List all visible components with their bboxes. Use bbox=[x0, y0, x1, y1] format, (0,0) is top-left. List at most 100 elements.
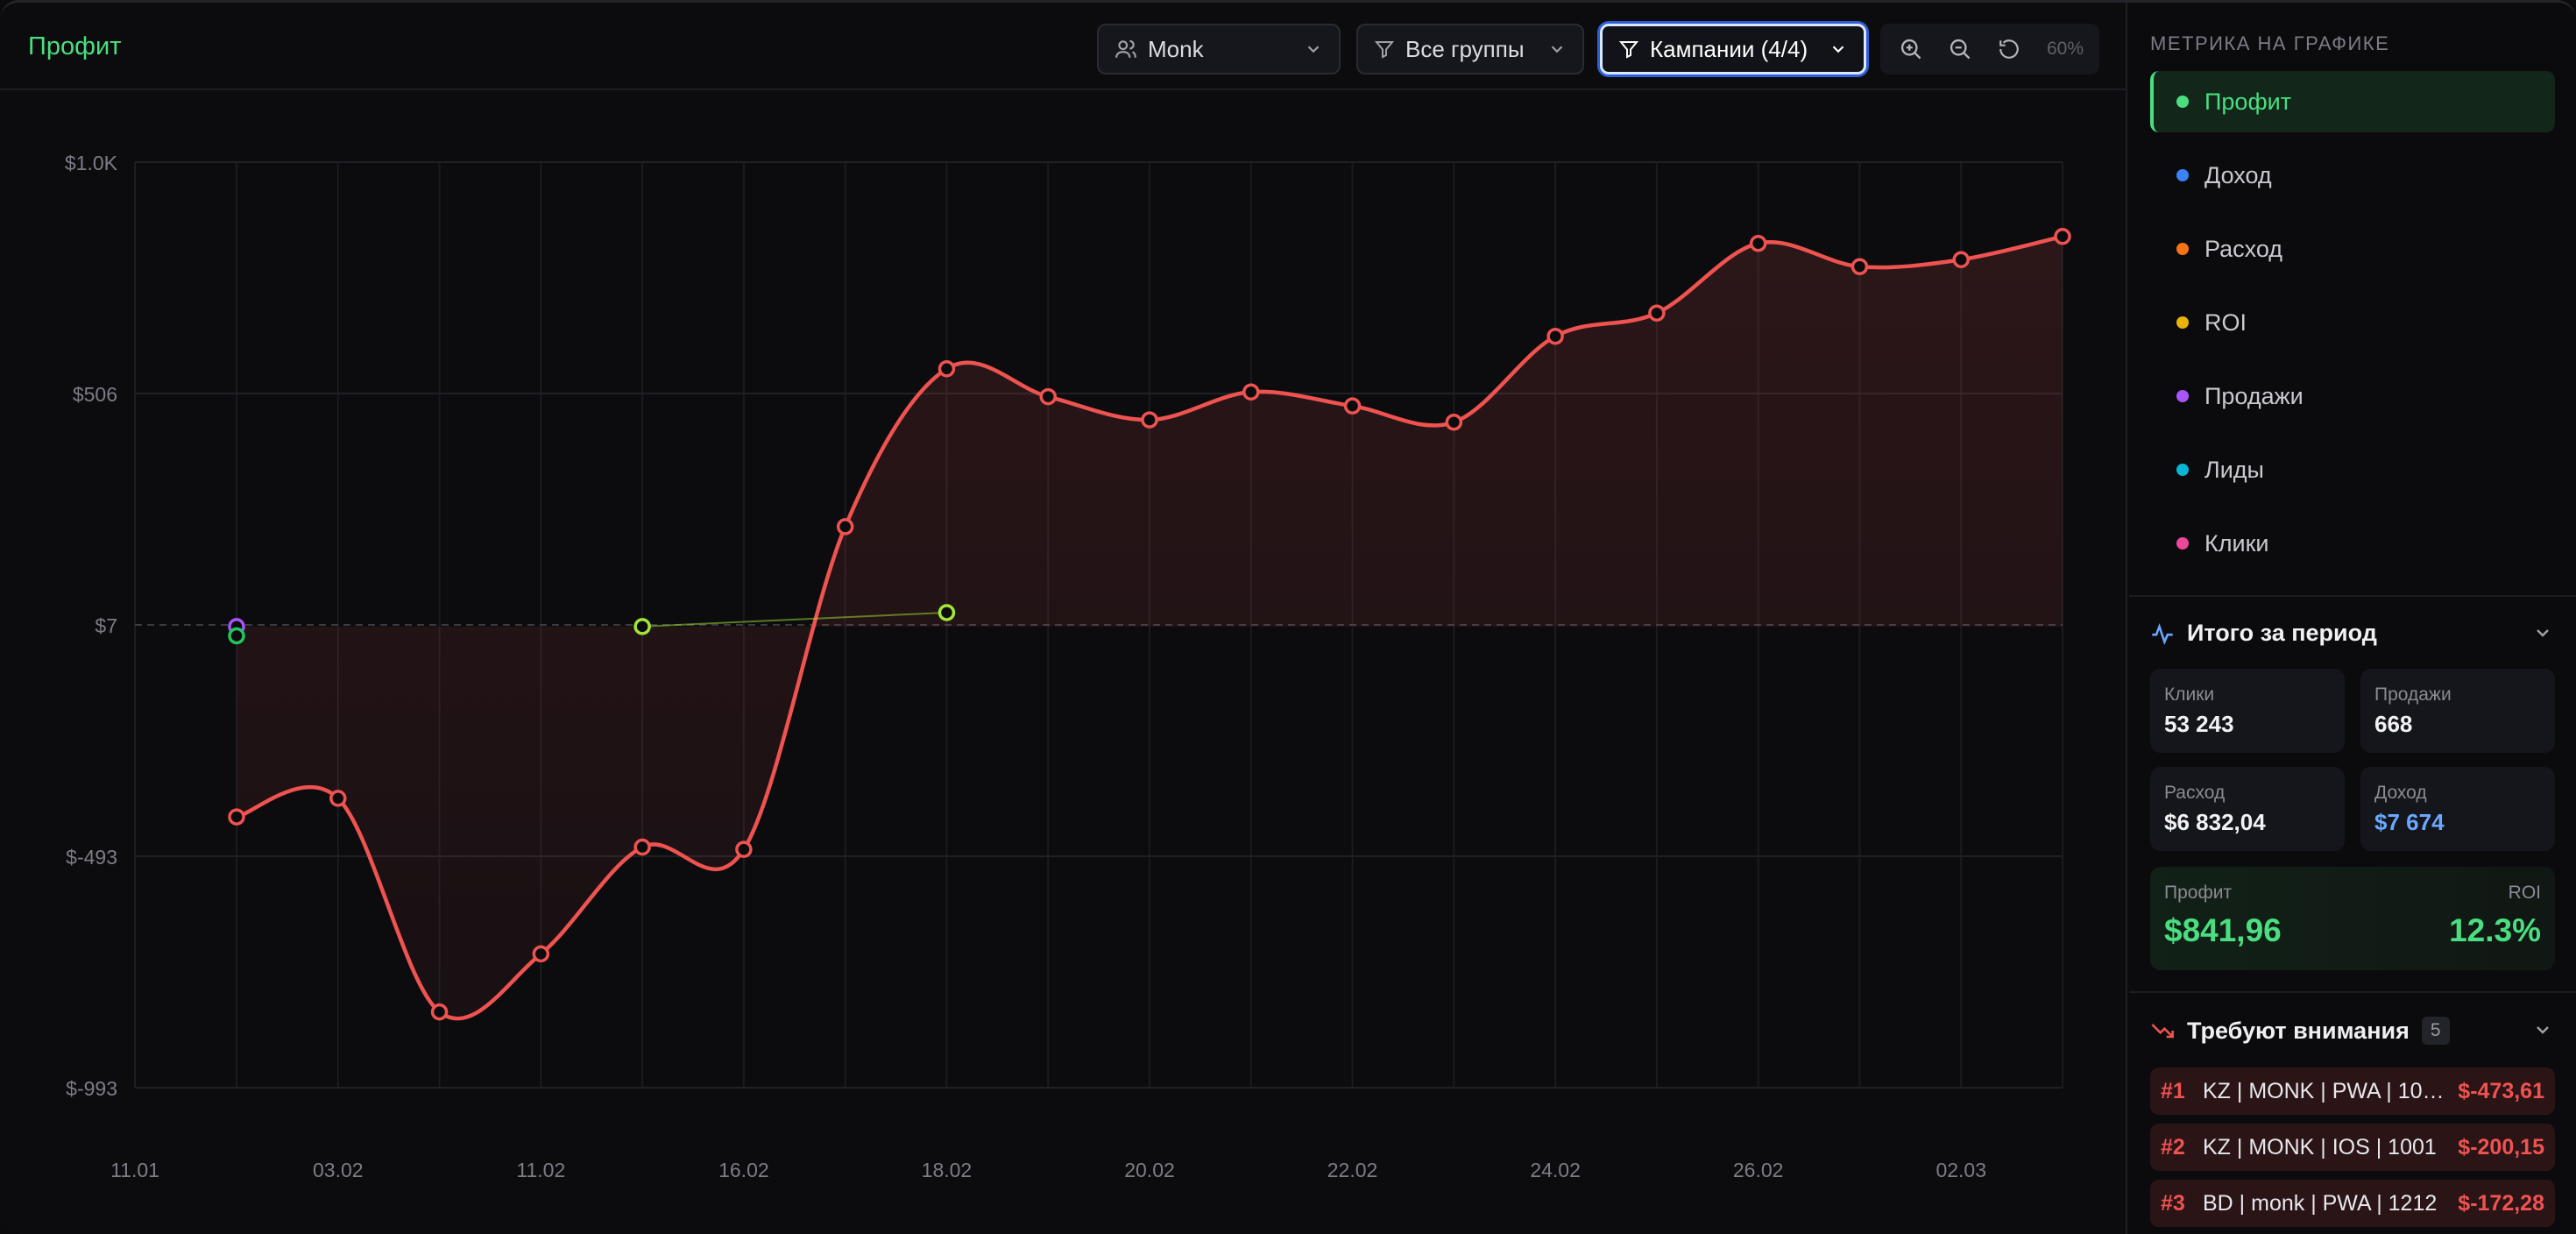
sales-stat: Продажи 668 bbox=[2360, 669, 2555, 753]
data-point bbox=[1445, 413, 1463, 431]
divider bbox=[2129, 991, 2576, 993]
metric-item[interactable]: Доход bbox=[2150, 145, 2555, 206]
metric-label: Доход bbox=[2204, 161, 2272, 188]
stat-value: 668 bbox=[2374, 711, 2413, 737]
metric-item[interactable]: Лиды bbox=[2150, 439, 2555, 500]
chevron-down-icon bbox=[1832, 46, 1844, 53]
metric-item[interactable]: ROI bbox=[2150, 292, 2555, 353]
metric-item[interactable]: Профит bbox=[2150, 71, 2555, 132]
chevron-down-icon bbox=[1307, 46, 1320, 53]
stat-value: $6 832,04 bbox=[2164, 809, 2266, 835]
sidebar: МЕТРИКА НА ГРАФИКЕ Профит Доход Расход ROI П… bbox=[2129, 3, 2576, 1234]
reset-zoom-button[interactable] bbox=[1991, 31, 2028, 67]
zoom-in-icon bbox=[1900, 39, 1921, 60]
totals-header[interactable]: Итого за период bbox=[2150, 620, 2377, 647]
data-point bbox=[1242, 383, 1260, 401]
data-point bbox=[1039, 387, 1057, 406]
group-filter-dropdown[interactable]: Все группы bbox=[1356, 24, 1584, 74]
attention-rank: #2 bbox=[2161, 1134, 2185, 1160]
divider bbox=[2129, 595, 2576, 597]
stat-label: Клики bbox=[2164, 684, 2215, 705]
x-tick-label: 22.02 bbox=[1327, 1159, 1378, 1181]
data-point bbox=[1546, 327, 1564, 345]
campaign-filter-label: Кампании (4/4) bbox=[1650, 35, 1808, 62]
attention-campaign-name: KZ | MONK | IOS | 1001 bbox=[2203, 1134, 2437, 1160]
x-tick-label: 26.02 bbox=[1733, 1159, 1784, 1181]
data-point bbox=[2054, 228, 2071, 245]
stat-label: Продажи bbox=[2374, 684, 2452, 705]
metric-color-dot bbox=[2176, 316, 2189, 329]
metric-color-dot bbox=[2176, 390, 2189, 402]
x-tick-label: 11.02 bbox=[516, 1159, 565, 1181]
attention-value: $-172,28 bbox=[2458, 1190, 2544, 1216]
stat-label: Доход bbox=[2374, 783, 2427, 803]
attention-campaign-name: BD | monk | PWA | 1212 bbox=[2203, 1190, 2438, 1216]
attention-item[interactable]: #1 KZ | MONK | PWA | 10… $-473,61 bbox=[2150, 1067, 2555, 1115]
metric-item[interactable]: Расход bbox=[2150, 218, 2555, 280]
x-tick-label: 03.02 bbox=[313, 1159, 364, 1181]
chevron-down-icon[interactable] bbox=[2532, 1019, 2553, 1040]
data-point bbox=[836, 518, 854, 535]
attention-item[interactable]: #2 KZ | MONK | IOS | 1001 $-200,15 bbox=[2150, 1124, 2555, 1171]
roi-label: ROI bbox=[2508, 883, 2541, 903]
attention-header[interactable]: Требуют внимания 5 bbox=[2150, 1017, 2450, 1045]
user-filter-dropdown[interactable]: Monk bbox=[1097, 24, 1341, 74]
revenue-stat: Доход $7 674 bbox=[2360, 767, 2555, 851]
attention-campaign-name: KZ | MONK | PWA | 10… bbox=[2203, 1078, 2445, 1103]
filter-icon bbox=[1374, 41, 1395, 59]
zoom-out-button[interactable] bbox=[1942, 31, 1978, 67]
chart-toolbar: Профит Monk Все группы Кампании (4/4) bbox=[0, 3, 2127, 90]
y-tick-label: $1.0K bbox=[65, 152, 118, 174]
attention-count-badge: 5 bbox=[2421, 1017, 2450, 1045]
profit-line-chart[interactable]: $1.0K $506 $7 $-493 $-993 11.01 03.02 11.02 16.0… bbox=[0, 92, 2127, 1234]
profit-area-fill bbox=[237, 236, 2063, 1019]
attention-value: $-200,15 bbox=[2458, 1134, 2544, 1160]
cost-stat: Расход $6 832,04 bbox=[2150, 767, 2345, 851]
metric-item[interactable]: Клики bbox=[2150, 513, 2555, 574]
metric-list: Профит Доход Расход ROI Продажи Лиды Клики bbox=[2150, 71, 2555, 586]
data-point bbox=[228, 627, 245, 645]
campaign-filter-dropdown[interactable]: Кампании (4/4) bbox=[1600, 24, 1866, 74]
data-point bbox=[532, 945, 550, 963]
metric-color-dot bbox=[2176, 96, 2189, 108]
zoom-out-icon bbox=[1950, 39, 1971, 60]
zoom-in-button[interactable] bbox=[1893, 31, 1929, 67]
x-tick-label: 16.02 bbox=[718, 1159, 769, 1181]
metric-label: Расход bbox=[2204, 235, 2283, 262]
zoom-level: 60% bbox=[2047, 39, 2084, 59]
users-icon bbox=[1115, 39, 1136, 58]
metric-label: Профит bbox=[2204, 88, 2292, 115]
group-filter-label: Все группы bbox=[1405, 35, 1525, 62]
data-point bbox=[938, 360, 956, 378]
x-tick-label: 18.02 bbox=[922, 1159, 973, 1181]
data-point bbox=[633, 838, 651, 856]
attention-item[interactable]: #3 BD | monk | PWA | 1212 $-172,28 bbox=[2150, 1180, 2555, 1227]
y-tick-label: $-993 bbox=[66, 1077, 117, 1100]
filter-icon bbox=[1618, 41, 1639, 59]
attention-rank: #1 bbox=[2161, 1078, 2185, 1103]
profit-summary-card: Профит $841,96 ROI 12.3% bbox=[2150, 867, 2555, 970]
zoom-controls: 60% bbox=[1880, 24, 2099, 74]
data-point bbox=[430, 1003, 449, 1021]
trending-down-icon bbox=[2151, 1024, 2174, 1039]
data-point bbox=[1141, 411, 1158, 429]
stat-value: $7 674 bbox=[2374, 809, 2445, 835]
metric-color-dot bbox=[2176, 169, 2189, 181]
chart-area[interactable]: $1.0K $506 $7 $-493 $-993 11.01 03.02 11.02 16.0… bbox=[0, 92, 2127, 1234]
attention-title: Требуют внимания bbox=[2187, 1017, 2410, 1044]
metric-item[interactable]: Продажи bbox=[2150, 365, 2555, 427]
x-tick-label: 20.02 bbox=[1124, 1159, 1175, 1181]
metric-color-dot bbox=[2176, 537, 2189, 550]
data-point bbox=[228, 808, 245, 826]
clicks-stat: Клики 53 243 bbox=[2150, 669, 2345, 753]
stat-label: Расход bbox=[2164, 783, 2226, 803]
data-point bbox=[1343, 397, 1362, 415]
data-point bbox=[329, 790, 347, 807]
metric-label: ROI bbox=[2204, 308, 2247, 336]
metric-color-dot bbox=[2176, 464, 2189, 476]
chevron-down-icon[interactable] bbox=[2532, 622, 2553, 643]
totals-title: Итого за период bbox=[2187, 620, 2377, 646]
y-tick-label: $506 bbox=[73, 383, 117, 406]
roi-value: 12.3% bbox=[2449, 912, 2541, 948]
